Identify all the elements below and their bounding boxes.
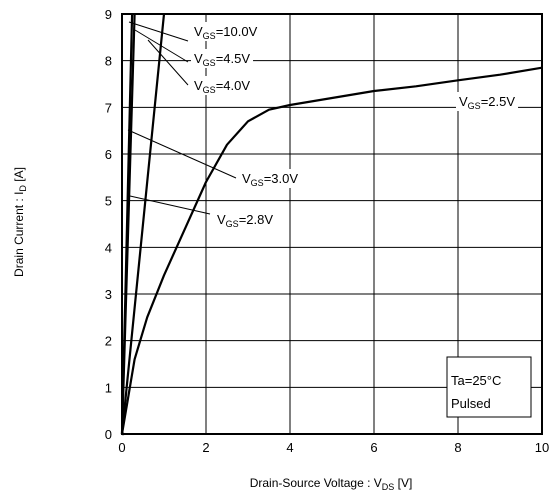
y-tick-label: 0 (105, 427, 112, 442)
y-tick-label: 3 (105, 287, 112, 302)
annotation-text: VGS=10.0V (194, 24, 258, 41)
condition-pulsed: Pulsed (451, 396, 491, 411)
annotation-text: VGS=2.5V (459, 94, 515, 111)
y-tick-label: 8 (105, 54, 112, 69)
y-tick-label: 1 (105, 380, 112, 395)
leader-line (128, 21, 189, 42)
x-tick-label: 4 (286, 440, 293, 455)
annotation-vgs28: VGS=2.8V (214, 210, 277, 229)
annotation-leaders (127, 21, 237, 215)
annotation-bg (191, 76, 254, 95)
condition-temperature: Ta=25°C (451, 373, 501, 388)
x-tick-label: 6 (370, 440, 377, 455)
x-tick-label: 10 (535, 440, 549, 455)
annotation-bg (214, 210, 277, 229)
x-tick-label: 2 (202, 440, 209, 455)
leader-line (129, 195, 211, 215)
series-line (120, 66, 543, 435)
annotation-vgs25: VGS=2.5V (456, 92, 519, 111)
x-tick-label: 0 (118, 440, 125, 455)
conditions-box-frame (446, 356, 532, 418)
y-tick-label: 6 (105, 147, 112, 162)
annotation-text: VGS=4.0V (194, 78, 250, 95)
x-tick-labels: 0 2 4 6 8 10 (118, 440, 549, 455)
y-tick-label: 4 (105, 240, 112, 255)
annotation-text: VGS=4.5V (194, 51, 250, 68)
y-tick-label: 5 (105, 194, 112, 209)
y-tick-label: 2 (105, 334, 112, 349)
annotation-bg (239, 169, 302, 188)
annotation-labels: VGS=10.0V VGS=4.5V VGS=4.0V VGS=2.5V VGS=3.0… (191, 22, 519, 229)
series-line (120, 13, 166, 435)
annotation-bg (191, 22, 261, 41)
annotation-vgs40: VGS=4.0V (191, 76, 254, 95)
annotation-text: VGS=2.8V (217, 212, 273, 229)
x-axis-title: Drain-Source Voltage : VDS [V] (250, 476, 413, 492)
x-tick-label: 8 (454, 440, 461, 455)
y-tick-labels: 0 1 2 3 4 5 6 7 8 9 (105, 7, 112, 442)
annotation-vgs45: VGS=4.5V (191, 49, 254, 68)
annotation-text: VGS=3.0V (242, 171, 298, 188)
plot-frame (121, 13, 543, 435)
annotation-bg (456, 92, 519, 111)
y-axis-title: Drain Current : ID [A] (12, 167, 28, 277)
y-tick-label: 9 (105, 7, 112, 22)
leader-line (134, 29, 189, 63)
series-group (120, 13, 543, 436)
conditions-box: Ta=25°C Pulsed (446, 356, 532, 418)
leader-line (127, 129, 237, 179)
y-tick-label: 7 (105, 100, 112, 115)
series-line (120, 13, 136, 435)
annotation-vgs30: VGS=3.0V (239, 169, 302, 188)
annotation-bg (191, 49, 254, 68)
annotation-vgs10: VGS=10.0V (191, 22, 261, 41)
leader-line (147, 39, 189, 86)
